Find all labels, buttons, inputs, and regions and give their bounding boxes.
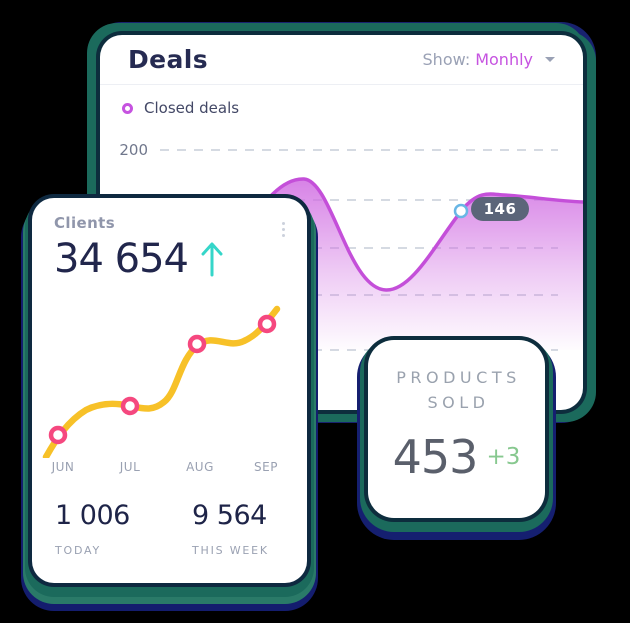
deals-title: Deals xyxy=(128,45,209,74)
clients-total-row: 34 654 xyxy=(54,236,224,282)
stat-today-value: 1 006 xyxy=(55,500,130,531)
clients-trend-line xyxy=(42,305,281,458)
closed-deals-line xyxy=(246,177,583,292)
month-label-jul: JUL xyxy=(119,460,141,474)
stat-this-week-value: 9 564 xyxy=(192,500,267,531)
chevron-down-icon xyxy=(545,57,555,62)
products-title-line1: PRODUCTS xyxy=(396,368,521,387)
month-label-aug: AUG xyxy=(186,460,214,474)
value-tooltip-badge: 146 xyxy=(471,197,529,221)
products-sold-card: PRODUCTS SOLD 453 +3 xyxy=(368,340,545,518)
kebab-menu-icon[interactable] xyxy=(278,218,289,241)
clients-title: Clients xyxy=(54,214,116,232)
clients-line-chart[interactable] xyxy=(32,298,307,458)
legend-closed-deals[interactable]: Closed deals xyxy=(122,99,239,117)
y-axis-tick-200: 200 xyxy=(119,141,148,159)
stat-this-week: 9 564 THIS WEEK xyxy=(192,500,269,557)
stat-this-week-label: THIS WEEK xyxy=(192,544,269,557)
stat-today: 1 006 TODAY xyxy=(55,500,130,557)
month-label-sep: SEP xyxy=(254,460,278,474)
products-sold-delta: +3 xyxy=(486,443,521,470)
x-axis-label-partial-left: c xyxy=(307,367,314,381)
products-title-line2: SOLD xyxy=(427,392,490,412)
show-label: Show: xyxy=(422,50,471,69)
show-period-value: Monhly xyxy=(475,50,533,69)
show-period-dropdown[interactable]: Show: Monhly xyxy=(423,50,555,69)
closed-deals-area-fill xyxy=(248,178,583,350)
products-sold-title: PRODUCTS SOLD xyxy=(392,366,521,416)
products-value-row: 453 +3 xyxy=(393,430,521,484)
x-axis-label-partial-right: c xyxy=(546,367,553,381)
month-label-jun: JUN xyxy=(51,460,75,474)
legend-label: Closed deals xyxy=(144,99,240,117)
clients-data-points xyxy=(48,314,277,445)
legend-ring-icon xyxy=(122,102,133,114)
clients-card: Clients 34 654 JUN JUL AUG SEP 1 006 TOD… xyxy=(32,198,307,583)
clients-card-header: Clients xyxy=(54,214,289,241)
trend-up-arrow-icon xyxy=(201,242,223,277)
highlighted-data-point xyxy=(453,203,469,219)
stat-today-label: TODAY xyxy=(55,544,102,557)
clients-total-value: 34 654 xyxy=(54,236,189,282)
products-sold-value: 453 xyxy=(392,429,479,484)
deals-card-header: Deals Show: Monhly xyxy=(100,35,583,85)
